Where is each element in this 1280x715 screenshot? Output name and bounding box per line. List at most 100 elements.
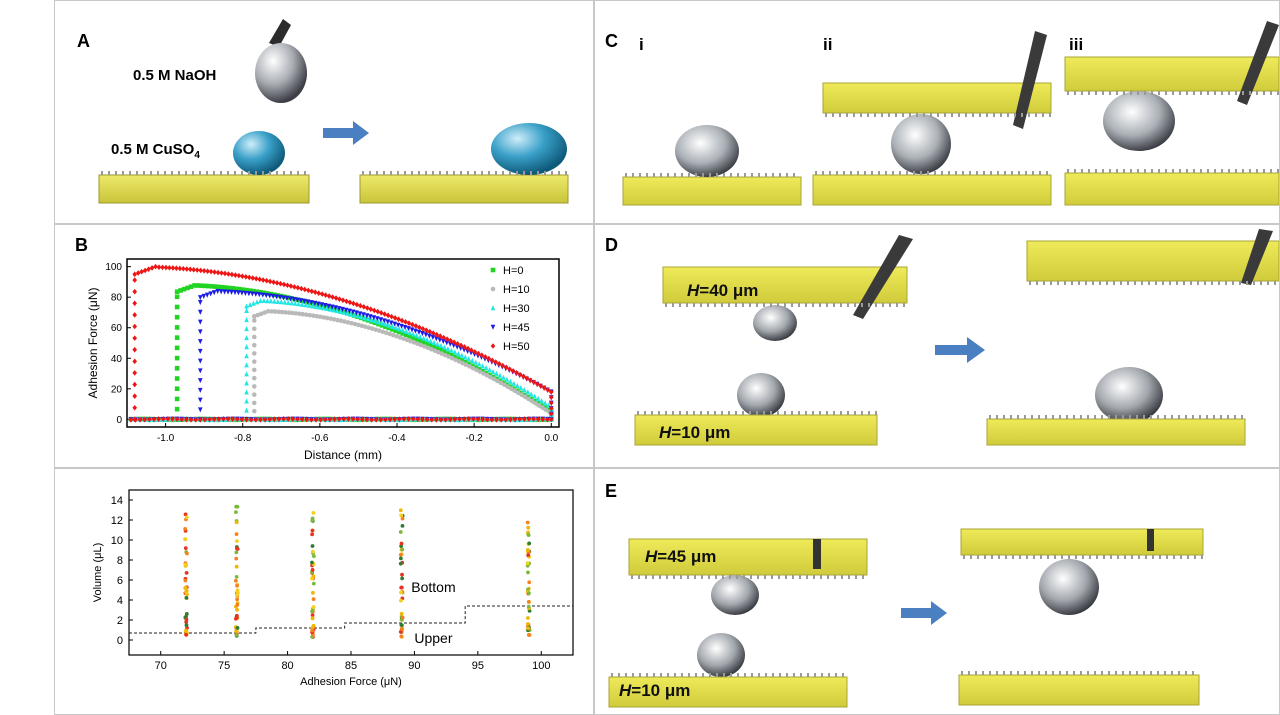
droplet-d-upper xyxy=(753,305,797,341)
scatter-point xyxy=(400,615,405,620)
scatter-point xyxy=(527,580,532,585)
pillars-e-right xyxy=(961,671,1194,675)
scatter-point xyxy=(527,633,532,637)
panel-d-illustration xyxy=(634,229,1279,446)
arrow-d xyxy=(935,337,985,363)
scatter-point xyxy=(399,541,404,546)
scatter-point xyxy=(234,550,239,555)
y-tick-label: 60 xyxy=(111,323,123,334)
x-tick-label: 90 xyxy=(408,660,420,672)
scatter-point xyxy=(235,590,240,595)
substrate-c-iii xyxy=(1064,172,1279,206)
pillars-e-bottom xyxy=(611,673,844,677)
scatter-point xyxy=(398,561,403,566)
y-axis-label: Volume (μL) xyxy=(92,543,104,603)
scatter-column xyxy=(525,520,532,637)
scatter-point xyxy=(310,616,315,621)
substrate-right xyxy=(359,174,569,204)
x-tick-label: 100 xyxy=(532,660,550,672)
scatter-point xyxy=(310,609,314,614)
legend-item: H=50 xyxy=(490,341,530,353)
h-italic-e-top: H xyxy=(645,547,658,566)
pillars-d-right-top xyxy=(1029,281,1276,285)
panel-a-illustration xyxy=(98,19,569,204)
scatter-point xyxy=(311,581,316,586)
top-substrate-c-ii xyxy=(822,82,1052,114)
y-tick-label: 4 xyxy=(117,595,123,607)
substrate-c-i xyxy=(622,176,802,206)
h-italic-e-bottom: H xyxy=(619,681,632,700)
scatter-point xyxy=(311,597,316,602)
scatter-point xyxy=(311,554,316,559)
y-tick-label: 6 xyxy=(117,575,123,587)
adhesion-force-chart: -1.0 -0.8 -0.6 -0.4 -0.2 0.0 0 20 40 60 80 100 Dista… xyxy=(86,258,560,462)
scatter-point xyxy=(235,593,239,598)
scatter-point xyxy=(310,560,314,565)
droplet-c-ii xyxy=(891,114,951,174)
panel-e-illustration xyxy=(608,528,1204,708)
pillars-c-iii xyxy=(1067,169,1279,173)
panel-a: A 0.5 M NaOH 0.5 M CuSO4 xyxy=(54,0,594,224)
legend-item: H=30 xyxy=(490,303,530,315)
pillars-c-iii-top xyxy=(1067,91,1279,95)
scatter-point xyxy=(525,616,530,620)
needle-e-left xyxy=(813,539,821,569)
scatter-point xyxy=(399,598,403,603)
panel-b: B -1.0 -0.8 -0.6 -0.4 -0.2 0.0 0 20 40 60 80 100 Dis… xyxy=(54,224,594,468)
scatter-point xyxy=(183,562,188,567)
scatter-point xyxy=(399,556,403,561)
pillars-c-ii-top xyxy=(825,113,1051,117)
scatter-point xyxy=(398,530,403,534)
scatter-column xyxy=(310,510,316,639)
scatter-point xyxy=(184,595,189,600)
droplet-c-iii xyxy=(1103,91,1175,151)
scatter-point xyxy=(526,570,530,575)
pillars-a-left xyxy=(101,171,306,175)
scatter-point xyxy=(400,523,405,528)
panel-letter-c: C xyxy=(605,31,618,51)
droplet-e-upper xyxy=(711,575,759,615)
panel-letter-f: F xyxy=(75,469,86,474)
scatter-point xyxy=(399,513,404,518)
top-substrate-e-right xyxy=(960,528,1204,556)
scatter-point xyxy=(234,633,239,637)
x-tick-label: -1.0 xyxy=(157,433,175,444)
chart-b-frame xyxy=(126,258,560,428)
scatter-point xyxy=(525,561,530,566)
panel-f: F 70 75 80 85 90 95 100 0 2 4 6 8 10 12 14 Adhesion For… xyxy=(54,468,594,715)
scatter-point xyxy=(235,625,240,630)
scatter-point xyxy=(400,547,405,552)
scatter-point xyxy=(234,613,239,618)
pillars-e-top xyxy=(631,575,864,579)
tweezer-d xyxy=(853,235,913,319)
scatter-point xyxy=(310,549,315,554)
substrate-d-right xyxy=(986,418,1246,446)
legend-item: H=0 xyxy=(490,265,524,277)
scatter-point xyxy=(310,576,314,581)
pillars-d-right xyxy=(989,415,1243,419)
scatter-point xyxy=(310,568,315,572)
substrate-c-ii xyxy=(812,174,1052,206)
x-tick-label: 80 xyxy=(281,660,293,672)
panel-letter-a: A xyxy=(77,31,90,51)
h-value-d-bottom: =10 μm xyxy=(671,423,731,442)
scatter-point xyxy=(526,626,530,631)
scatter-point xyxy=(184,632,189,637)
scatter-point xyxy=(183,512,188,517)
legend-item: H=10 xyxy=(490,284,530,296)
scatter-point xyxy=(399,611,404,616)
y-tick-label: 0 xyxy=(117,635,123,647)
scatter-point xyxy=(311,510,316,515)
scatter-point xyxy=(235,597,240,602)
scatter-point xyxy=(234,520,239,525)
scatter-point xyxy=(310,613,315,617)
naoh-label: 0.5 M NaOH xyxy=(133,67,217,84)
scatter-point xyxy=(310,628,315,633)
legend-label: H=0 xyxy=(503,265,524,277)
scatter-point xyxy=(183,546,188,551)
x-tick-label: 75 xyxy=(218,660,230,672)
droplet-d-merged xyxy=(1095,367,1163,423)
cuso4-label: 0.5 M CuSO4 xyxy=(111,141,200,161)
cuso4-subscript: 4 xyxy=(194,150,200,161)
mixed-droplet xyxy=(491,123,567,175)
